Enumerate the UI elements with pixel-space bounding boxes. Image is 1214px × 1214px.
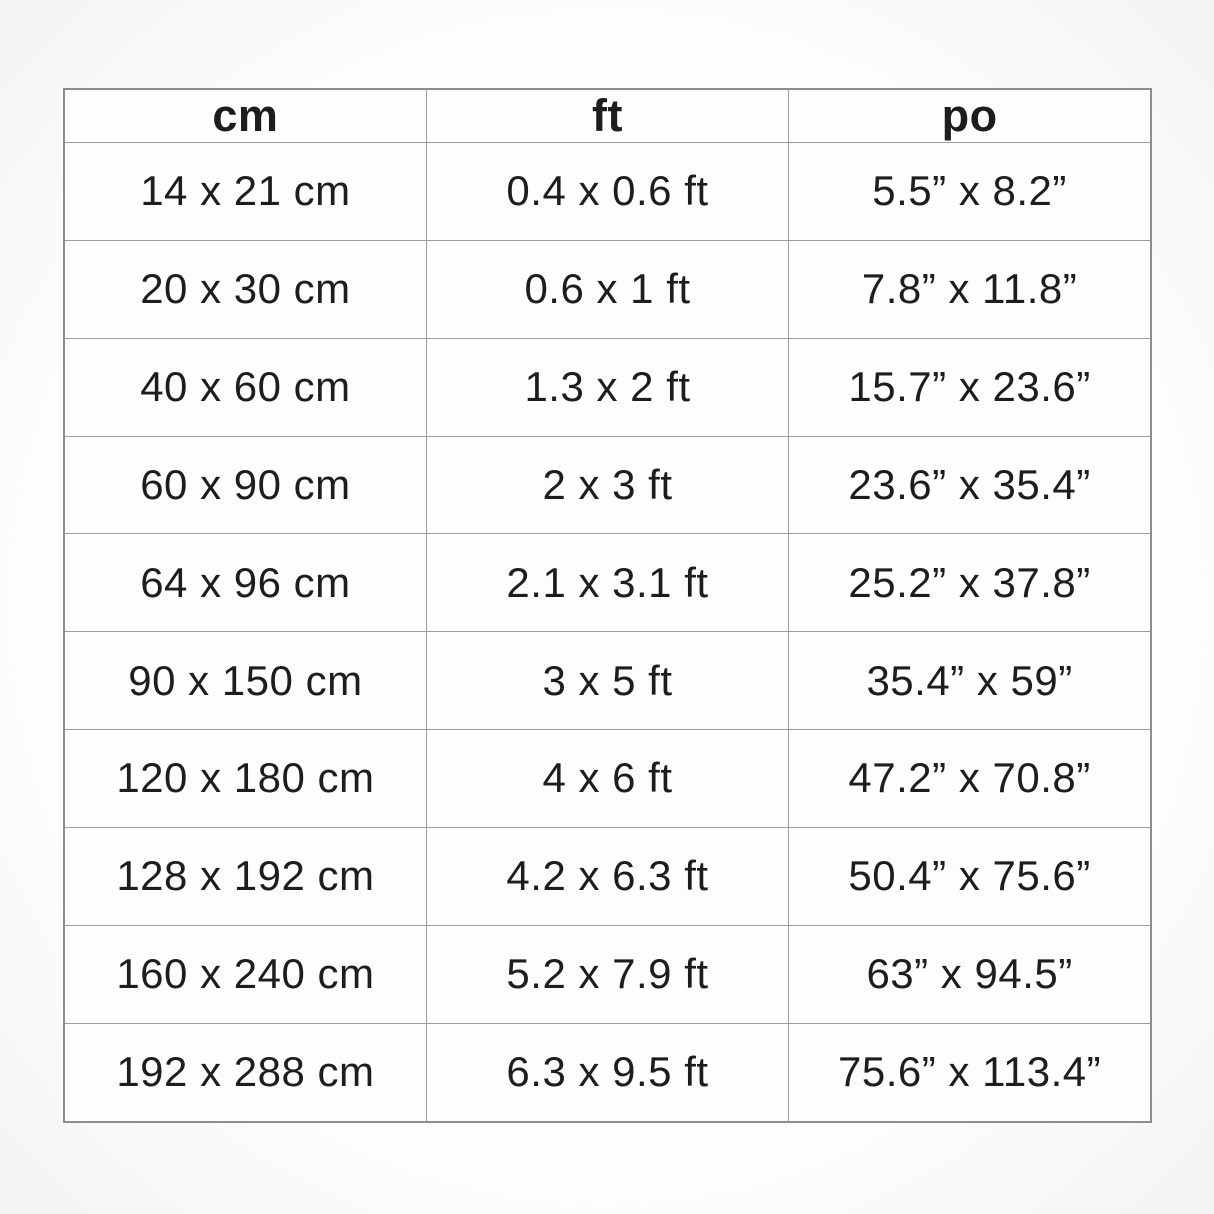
table-cell: 25.2” x 37.8” [788,533,1152,633]
table-row: 160 x 240 cm 5.2 x 7.9 ft 63” x 94.5” [63,924,1152,1024]
table-cell: 0.6 x 1 ft [425,239,790,339]
table-cell: 3 x 5 ft [425,631,790,731]
table-row: 192 x 288 cm 6.3 x 9.5 ft 75.6” x 113.4” [63,1022,1152,1123]
table-cell: 75.6” x 113.4” [788,1022,1152,1123]
table-cell: 2.1 x 3.1 ft [425,533,790,633]
table-cell: 23.6” x 35.4” [788,435,1152,535]
table-cell: 90 x 150 cm [63,631,427,731]
table-cell: 4.2 x 6.3 ft [425,826,790,926]
size-conversion-table-container: cm ft po 14 x 21 cm 0.4 x 0.6 ft 5.5” x 8.… [63,88,1152,1123]
table-row: 90 x 150 cm 3 x 5 ft 35.4” x 59” [63,631,1152,731]
table-cell: 47.2” x 70.8” [788,729,1152,828]
table-cell: 160 x 240 cm [63,924,427,1024]
table-row: 14 x 21 cm 0.4 x 0.6 ft 5.5” x 8.2” [63,142,1152,241]
table-cell: 64 x 96 cm [63,533,427,633]
table-cell: 20 x 30 cm [63,239,427,339]
table-cell: 120 x 180 cm [63,729,427,828]
table-body: 14 x 21 cm 0.4 x 0.6 ft 5.5” x 8.2” 20 x 30… [63,142,1152,1123]
table-cell: 40 x 60 cm [63,337,427,437]
table-cell: 5.5” x 8.2” [788,142,1152,241]
table-cell: 60 x 90 cm [63,435,427,535]
table-cell: 14 x 21 cm [63,142,427,241]
table-cell: 6.3 x 9.5 ft [425,1022,790,1123]
table-row: 60 x 90 cm 2 x 3 ft 23.6” x 35.4” [63,435,1152,535]
table-cell: 50.4” x 75.6” [788,826,1152,926]
table-row: 128 x 192 cm 4.2 x 6.3 ft 50.4” x 75.6” [63,826,1152,926]
column-header-po: po [788,88,1152,143]
table-cell: 35.4” x 59” [788,631,1152,731]
column-header-cm: cm [63,88,427,143]
table-cell: 128 x 192 cm [63,826,427,926]
size-conversion-table: cm ft po 14 x 21 cm 0.4 x 0.6 ft 5.5” x 8.… [63,88,1152,1123]
table-cell: 192 x 288 cm [63,1022,427,1123]
table-cell: 63” x 94.5” [788,924,1152,1024]
table-row: 120 x 180 cm 4 x 6 ft 47.2” x 70.8” [63,729,1152,828]
table-row: 20 x 30 cm 0.6 x 1 ft 7.8” x 11.8” [63,239,1152,339]
table-cell: 7.8” x 11.8” [788,239,1152,339]
table-cell: 0.4 x 0.6 ft [425,142,790,241]
table-cell: 2 x 3 ft [425,435,790,535]
table-cell: 15.7” x 23.6” [788,337,1152,437]
table-header: cm ft po [63,88,1152,143]
table-row: 40 x 60 cm 1.3 x 2 ft 15.7” x 23.6” [63,337,1152,437]
column-header-ft: ft [425,88,790,143]
table-cell: 1.3 x 2 ft [425,337,790,437]
table-cell: 4 x 6 ft [425,729,790,828]
header-row: cm ft po [63,88,1152,143]
table-cell: 5.2 x 7.9 ft [425,924,790,1024]
table-row: 64 x 96 cm 2.1 x 3.1 ft 25.2” x 37.8” [63,533,1152,633]
